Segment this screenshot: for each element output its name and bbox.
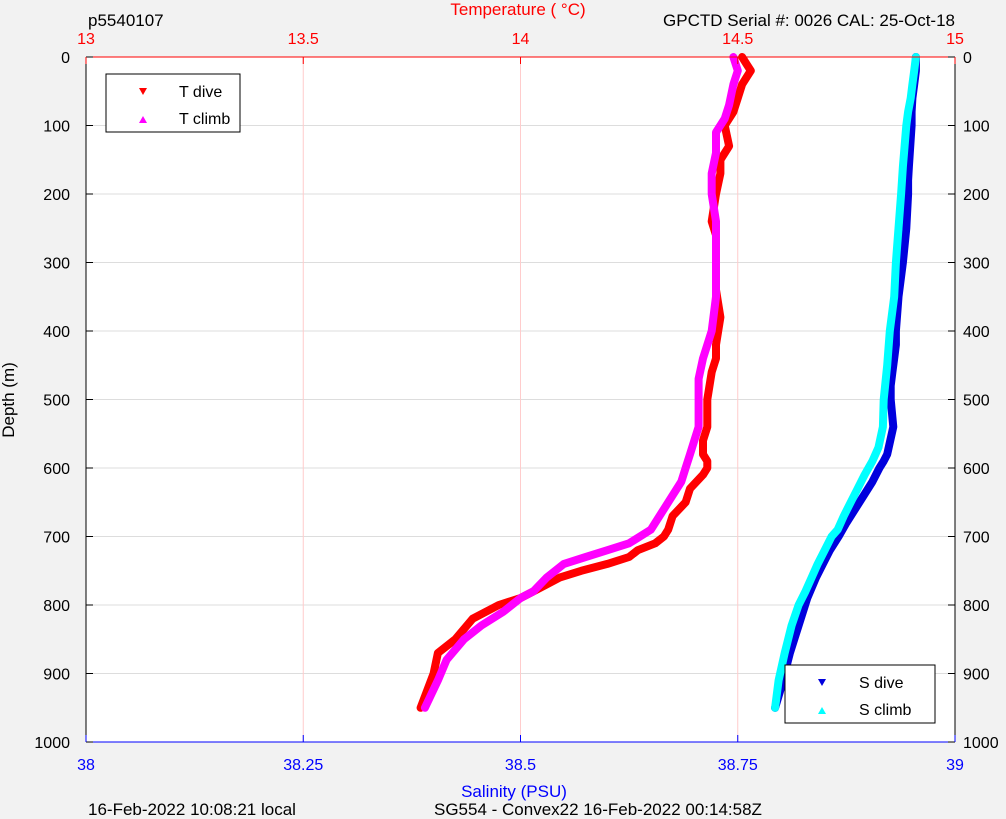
temperature-tick-label: 14.5 [722,31,753,48]
s-dive-marker-icon [818,679,826,686]
depth-tick-label-right: 200 [963,187,990,204]
depth-tick-label-left: 600 [43,461,70,478]
depth-tick-label-right: 800 [963,598,990,615]
salinity-tick-label: 38.75 [718,757,758,774]
legend-salinity: S dive S climb [784,664,936,724]
sensor-info: GPCTD Serial #: 0026 CAL: 25-Oct-18 [663,11,955,30]
depth-tick-label-right: 900 [963,667,990,684]
temperature-tick-label: 13.5 [288,31,319,48]
depth-tick-label-right: 1000 [963,735,999,752]
salinity-tick-label: 38.25 [283,757,323,774]
temperature-tick-label: 15 [946,31,964,48]
salinity-tick-label: 38.5 [505,757,536,774]
depth-tick-label-left: 0 [61,50,70,67]
legend-t-dive: T dive [179,84,222,101]
depth-tick-label-right: 0 [963,50,972,67]
depth-tick-label-left: 500 [43,393,70,410]
legend-s-dive: S dive [859,675,904,692]
series-s-dive [771,53,920,712]
depth-axis-label: Depth (m) [0,362,18,438]
legend-s-climb: S climb [859,702,912,719]
depth-tick-label-left: 200 [43,187,70,204]
depth-tick-label-left: 800 [43,598,70,615]
depth-tick-label-right: 300 [963,256,990,273]
depth-tick-label-right: 600 [963,461,990,478]
temperature-tick-label: 13 [77,31,95,48]
depth-tick-label-right: 700 [963,530,990,547]
depth-tick-label-left: 400 [43,324,70,341]
depth-tick-label-right: 500 [963,393,990,410]
series-layer [416,53,920,712]
salinity-tick-label: 38 [77,757,95,774]
salinity-axis-label: Salinity (PSU) [461,782,567,801]
temperature-tick-label: 14 [512,31,530,48]
profile-id: p5540107 [88,11,164,30]
series-s-climb [771,53,920,712]
depth-tick-label-left: 300 [43,256,70,273]
s-climb-marker-icon [818,707,826,714]
depth-tick-label-right: 400 [963,324,990,341]
series-t-climb [420,53,742,712]
t-climb-marker-icon [139,116,147,123]
salinity-tick-label: 39 [946,757,964,774]
local-timestamp: 16-Feb-2022 10:08:21 local [88,800,296,819]
ticks: 0 0 100 100 200 200 300 300 400 400 500 500 600 600 70… [34,31,998,774]
depth-tick-label-left: 100 [43,119,70,136]
t-dive-marker-icon [139,88,147,95]
depth-tick-label-left: 700 [43,530,70,547]
depth-tick-label-left: 1000 [34,735,70,752]
temperature-axis-label: Temperature ( °C) [450,0,585,19]
legend-t-climb: T climb [179,111,230,128]
depth-tick-label-left: 900 [43,667,70,684]
legend-temperature: T dive T climb [105,73,241,133]
mission-info: SG554 - Convex22 16-Feb-2022 00:14:58Z [434,800,762,819]
depth-tick-label-right: 100 [963,119,990,136]
